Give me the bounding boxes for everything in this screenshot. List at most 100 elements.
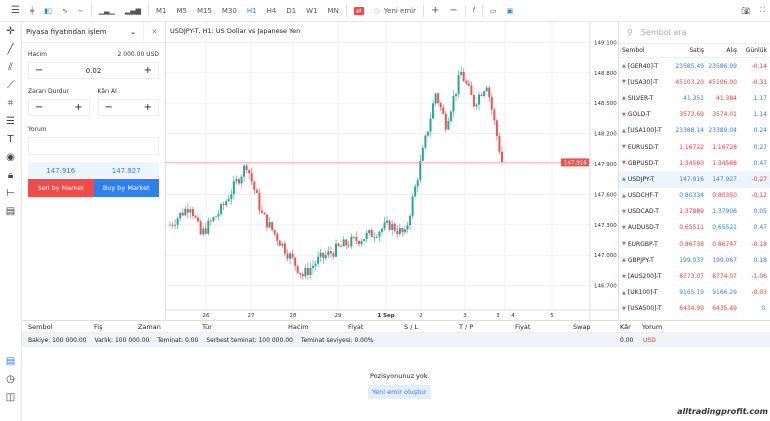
timeframe-h1[interactable]: H1 [246, 6, 257, 15]
candle-body [444, 113, 447, 130]
lock-icon[interactable]: 🔒︎ [7, 169, 14, 181]
take-profit-label: Kârı Al [97, 88, 117, 95]
zoom-in-icon[interactable]: + [431, 5, 440, 16]
menu-icon[interactable]: ☰ [11, 5, 20, 16]
column-header[interactable]: Fiyat [348, 322, 364, 331]
screenshot-icon[interactable]: 📷︎ [741, 6, 751, 15]
chevron-down-icon[interactable]: ⌄ [130, 28, 136, 36]
new-order-button[interactable]: ◷ Yeni emir [373, 6, 417, 15]
arrow-down-icon: ▼ [622, 273, 626, 280]
rectangle-icon[interactable]: ⌗ [7, 97, 14, 109]
arrow-up-icon: ▲ [622, 176, 626, 183]
volume-stepper[interactable]: − 0.02 + [28, 62, 159, 79]
column-header[interactable]: T / P [459, 322, 474, 331]
history-icon[interactable]: ◷ [6, 373, 15, 385]
watchlist-row[interactable]: ▼ EURGBP-T 0.86738 0.86747 -0.18 [619, 236, 770, 252]
timeframe-m15[interactable]: M15 [196, 6, 212, 15]
watchlist-row[interactable]: ▲ SILVER-T 41.351 41.384 1.17 [619, 90, 770, 106]
column-header[interactable]: Zaman [138, 322, 161, 331]
trade-panel-icon[interactable]: ▣ [506, 6, 514, 15]
one-click-icon[interactable]: ⇄ [353, 6, 364, 15]
watchlist-row[interactable]: ▲ [USA100]-T 23388.14 23389.04 0.24 [619, 123, 770, 139]
column-header[interactable]: Swap [573, 322, 591, 331]
minus-icon[interactable]: − [35, 102, 44, 113]
area-icon[interactable]: ▂▄▆ [124, 6, 141, 15]
watchlist-row[interactable]: ▲ USDCHF-T 0.80334 0.80350 -0.12 [619, 188, 770, 204]
positions-tab-icon[interactable]: ▤ [5, 355, 16, 367]
timeframe-m30[interactable]: M30 [221, 6, 237, 15]
watchlist-row[interactable]: ▼ GBPUSD-T 1.34560 1.34568 0.47 [619, 155, 770, 171]
watchlist-row[interactable]: ▲ USDJPY-T 147.916 147.927 -0.27 [619, 171, 770, 188]
fullscreen-icon[interactable]: ⛶ [760, 6, 765, 14]
timeframe-w1[interactable]: W1 [306, 6, 318, 15]
candlestick-chart[interactable]: 149.100 148.800 148.500 148.200 147.900 147.6… [166, 22, 618, 320]
zoom-out-icon[interactable]: − [449, 5, 458, 16]
watchlist-row[interactable]: ▼ [USA30]-T 45103.20 45106.00 -0.31 [619, 74, 770, 90]
journal-icon[interactable]: ◫ [5, 391, 16, 403]
column-header[interactable]: Sembol [28, 322, 53, 331]
volume-icon[interactable]: ▁▃▁ [98, 6, 115, 15]
column-header[interactable]: Yorum [642, 322, 663, 331]
ray-icon[interactable]: ⟋ [7, 79, 14, 91]
symbol-search-input[interactable]: Sembol ara [640, 28, 687, 37]
buy-button[interactable]: Buy by Market [93, 179, 159, 197]
watchlist-row[interactable]: ▼ [USA500]-T 6434.99 6435.49 0. [619, 301, 770, 317]
candle-body [388, 220, 391, 230]
header-symbol[interactable]: Sembol [622, 47, 645, 54]
candle-body [317, 256, 320, 264]
header-change[interactable]: Günlük [745, 47, 767, 54]
crosshair-icon[interactable]: ✛ [6, 25, 15, 37]
plus-icon[interactable]: + [143, 65, 152, 76]
template-icon[interactable]: ▭ [489, 6, 497, 15]
watchlist-row[interactable]: ▼ [AUS200]-T 8773.07 8774.07 -1.06 [619, 268, 770, 284]
watchlist-row[interactable]: ▼ AUDUSD-T 0.65511 0.65521 0.47 [619, 220, 770, 236]
line-chart-alt-icon[interactable]: ∼ [77, 6, 84, 15]
sell-button[interactable]: Sell by Market [28, 179, 94, 197]
candle-body [194, 215, 197, 218]
stop-loss-stepper[interactable]: − + [28, 99, 90, 116]
trend-line-icon[interactable]: ╱ [7, 43, 14, 55]
close-icon[interactable]: ✕ [143, 21, 165, 43]
channel-icon[interactable]: ⫽ [8, 61, 13, 73]
column-header[interactable]: Fiş [94, 322, 103, 331]
header-bid[interactable]: Satış [689, 47, 704, 54]
candle-body [403, 229, 406, 233]
line-chart-icon[interactable]: ∿ [61, 6, 68, 15]
price-chart[interactable]: USDJPY-T, H1: US Dollar vs Japanese Yen … [166, 22, 618, 320]
indicators-icon[interactable]: 𝑓 [472, 6, 475, 14]
watchlist-row[interactable]: ▼ GOLD-T 3573.69 3574.01 1.14 [619, 107, 770, 123]
bar-chart-icon[interactable]: ╪ [29, 6, 35, 15]
watchlist-row[interactable]: ▼ USDCAD-T 1.37889 1.37906 0.05 [619, 204, 770, 220]
plus-icon[interactable]: + [74, 102, 83, 113]
candle-body [281, 243, 284, 246]
column-header[interactable]: S / L [404, 322, 419, 331]
candlestick-icon[interactable]: ▮▯ [44, 6, 52, 15]
text-icon[interactable]: T [7, 133, 14, 145]
minus-icon[interactable]: − [35, 65, 44, 76]
fibonacci-icon[interactable]: ☰ [6, 115, 15, 127]
volume-input[interactable]: 0.02 [85, 66, 102, 75]
timeframe-m5[interactable]: M5 [176, 6, 187, 15]
watchlist-row[interactable]: ▲ GBPJPY-T 199.037 199.067 0.18 [619, 252, 770, 268]
tree-icon[interactable]: ⊢ [6, 187, 15, 199]
column-header[interactable]: Kâr [620, 322, 631, 331]
comment-input[interactable] [28, 137, 159, 155]
create-order-button[interactable]: Yeni emir oluştur [368, 385, 431, 399]
delete-icon[interactable]: ▤ [5, 205, 16, 217]
timeframe-m1[interactable]: M1 [155, 6, 167, 15]
column-header[interactable]: Tür [202, 322, 212, 331]
minus-icon[interactable]: − [104, 102, 113, 113]
watchlist-row[interactable]: ▲ [UK100]-T 9165.19 9166.29 -0.03 [619, 285, 770, 301]
take-profit-stepper[interactable]: − + [97, 99, 159, 116]
timeframe-mn[interactable]: MN [327, 6, 339, 15]
timeframe-d1[interactable]: D1 [286, 6, 297, 15]
plus-icon[interactable]: + [143, 102, 152, 113]
column-header[interactable]: Fiyat [515, 322, 531, 331]
column-header[interactable]: Hacim [288, 322, 309, 331]
watchlist-row[interactable]: ▲ [GER40]-T 23585.49 23586.99 -0.14 [619, 58, 770, 74]
bid: 1.37889 [679, 208, 704, 216]
timeframe-h4[interactable]: H4 [266, 6, 277, 15]
watchlist-row[interactable]: ▼ EURUSD-T 1.16722 1.16728 0.27 [619, 139, 770, 155]
header-ask[interactable]: Alış [726, 47, 737, 54]
eye-icon[interactable]: ◉ [6, 151, 15, 163]
